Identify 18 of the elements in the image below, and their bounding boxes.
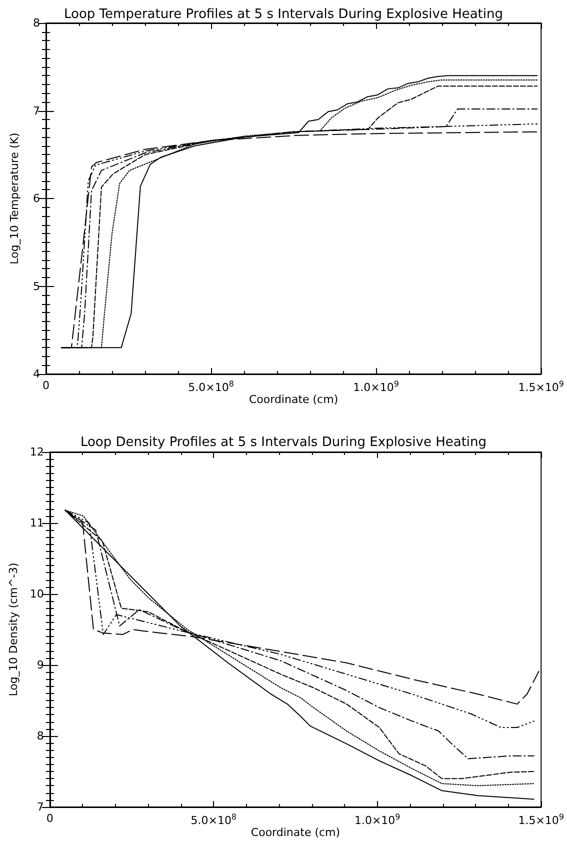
x-axis-title: Coordinate (cm) bbox=[250, 826, 340, 839]
y-tick-label: 8 bbox=[36, 730, 44, 742]
y-tick-label: 12 bbox=[30, 446, 44, 458]
y-tick-label: 7 bbox=[33, 104, 40, 118]
y-tick-label: 8 bbox=[33, 16, 40, 30]
y-axis-title: Log_10 Temperature (K) bbox=[8, 132, 21, 264]
x-tick-label: 0 bbox=[46, 812, 54, 825]
y-axis-title: Log_10 Density (cm^-3) bbox=[7, 562, 20, 696]
y-tick-label: 11 bbox=[30, 516, 44, 530]
y-tick-label: 10 bbox=[30, 588, 44, 600]
y-tick-label: 9 bbox=[36, 658, 44, 672]
x-axis-title: Coordinate (cm) bbox=[248, 392, 338, 406]
y-tick-label: 4 bbox=[33, 368, 40, 380]
x-tick-label: 0 bbox=[42, 379, 50, 392]
chart-title: Loop Temperature Profiles at 5 s Intervals During Explosive Heating bbox=[64, 7, 504, 22]
y-tick-label: 7 bbox=[36, 800, 44, 814]
y-tick-label: 5 bbox=[33, 280, 40, 293]
chart-title: Loop Density Profiles at 5 s Intervals During Explosive Heating bbox=[80, 435, 487, 450]
